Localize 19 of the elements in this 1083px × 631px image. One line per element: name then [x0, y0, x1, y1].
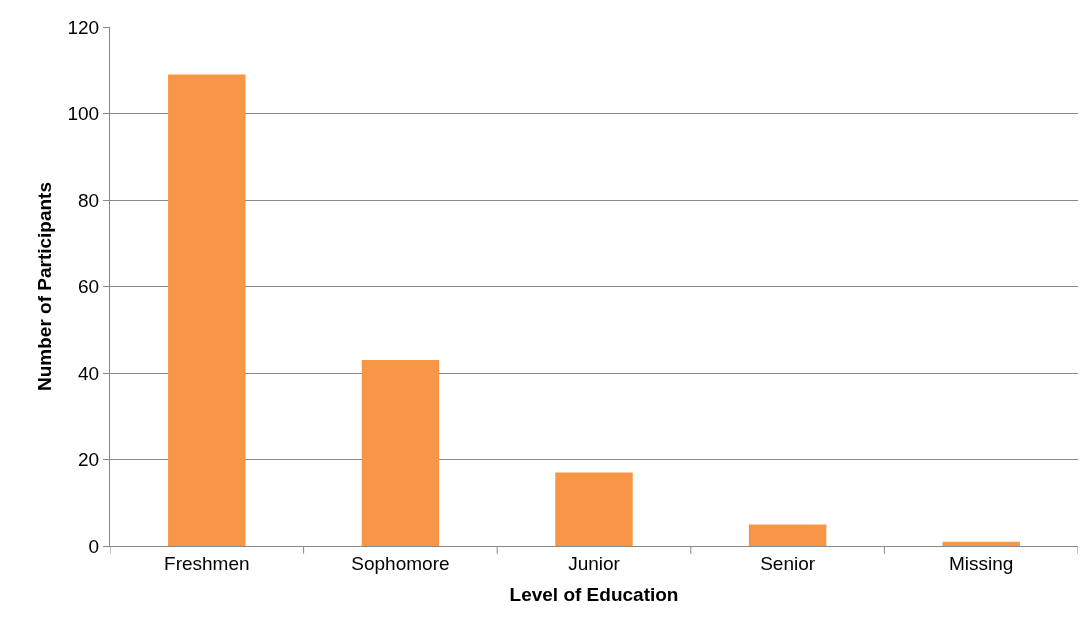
x-tick-label: Senior	[760, 552, 816, 574]
y-tick-label: 60	[78, 276, 100, 298]
x-tick-label: Freshmen	[164, 552, 250, 574]
y-tick-label: 80	[78, 189, 100, 211]
bar	[942, 541, 1020, 546]
bar	[748, 524, 827, 546]
y-tick-label: 20	[78, 449, 100, 471]
y-tick-label: 40	[78, 362, 100, 384]
bar	[168, 74, 246, 546]
y-axis-title: Number of Participants	[34, 181, 56, 392]
x-axis-title: Level of Education	[509, 583, 679, 605]
x-tick-label: Sophomore	[351, 552, 450, 574]
y-tick-label: 0	[88, 535, 100, 557]
bar	[555, 472, 633, 546]
y-tick-label: 100	[67, 103, 100, 125]
x-tick-label: Missing	[949, 552, 1014, 574]
y-tick-label: 120	[67, 16, 100, 38]
x-tick-label: Junior	[568, 552, 621, 574]
bar	[361, 360, 440, 546]
